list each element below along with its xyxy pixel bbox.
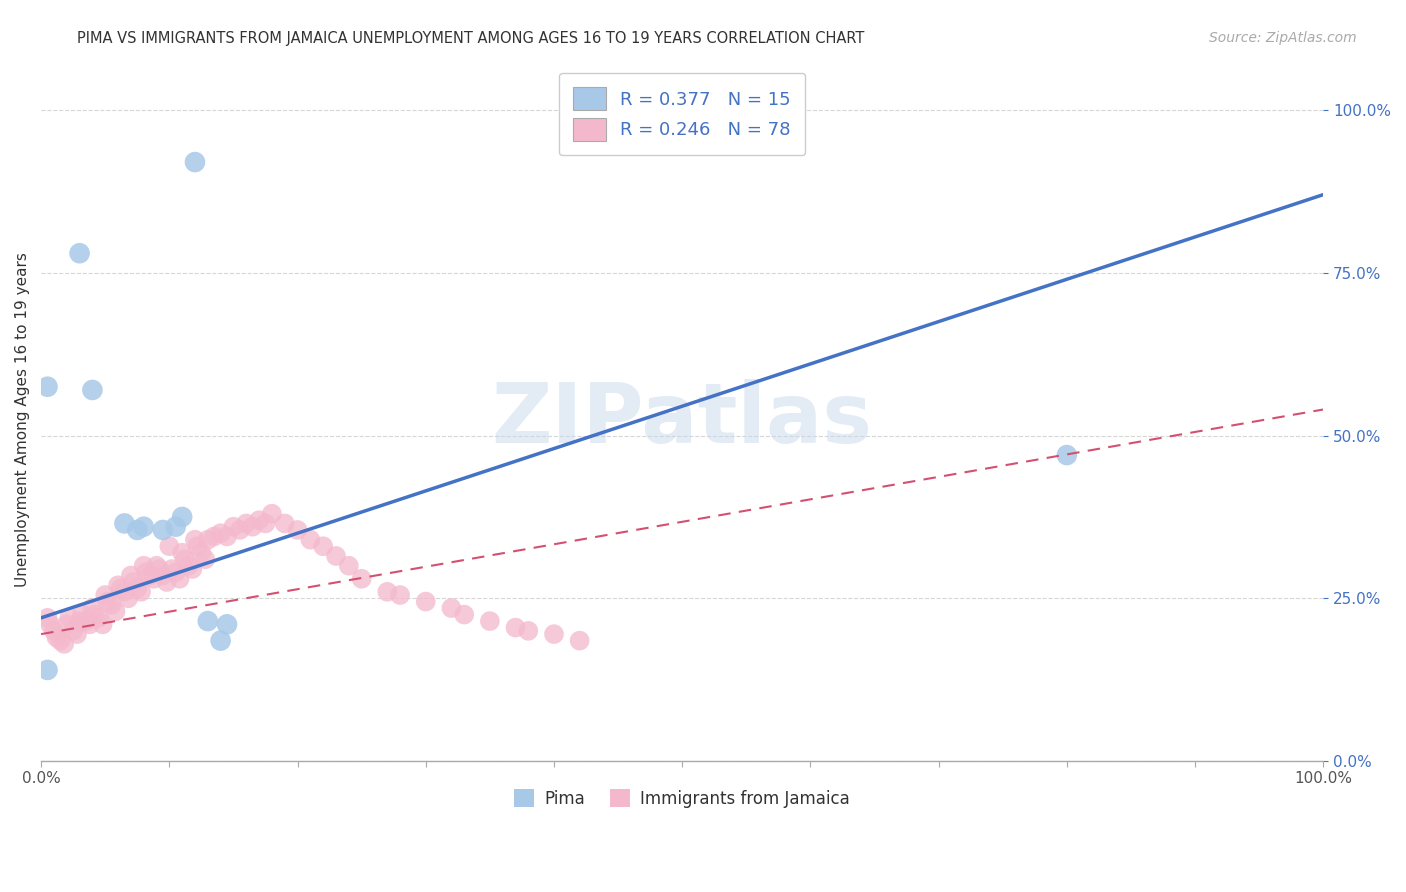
Point <box>39 617 62 632</box>
Point <box>215 529 238 543</box>
Point <box>325 549 347 563</box>
Point <box>173 552 195 566</box>
Point <box>42 624 65 638</box>
Point <box>568 633 591 648</box>
Point <box>186 539 208 553</box>
Legend: Pima, Immigrants from Jamaica: Pima, Immigrants from Jamaica <box>508 783 856 814</box>
Point <box>142 572 165 586</box>
Text: Source: ZipAtlas.com: Source: ZipAtlas.com <box>1209 31 1357 45</box>
Point <box>177 558 200 573</box>
Point <box>197 614 219 628</box>
Point <box>453 607 475 622</box>
Point <box>97 594 120 608</box>
Point <box>114 516 136 531</box>
Point <box>415 594 437 608</box>
Point <box>69 246 91 260</box>
Point <box>202 529 225 543</box>
Point <box>132 519 155 533</box>
Point <box>66 627 89 641</box>
Point <box>62 624 84 638</box>
Point <box>312 539 335 553</box>
Point <box>152 568 174 582</box>
Point <box>79 617 101 632</box>
Point <box>165 566 187 580</box>
Point <box>120 568 142 582</box>
Point <box>440 601 463 615</box>
Point <box>543 627 565 641</box>
Point <box>350 572 373 586</box>
Point <box>184 533 207 547</box>
Y-axis label: Unemployment Among Ages 16 to 19 years: Unemployment Among Ages 16 to 19 years <box>15 252 30 587</box>
Point <box>45 631 67 645</box>
Point <box>254 516 277 531</box>
Point <box>104 604 127 618</box>
Point <box>209 633 232 648</box>
Point <box>117 591 139 606</box>
Point <box>194 552 217 566</box>
Point <box>190 546 212 560</box>
Point <box>82 383 104 397</box>
Point <box>235 516 257 531</box>
Point <box>169 572 191 586</box>
Point <box>132 558 155 573</box>
Point <box>70 607 93 622</box>
Point <box>299 533 322 547</box>
Point <box>184 155 207 169</box>
Point <box>375 584 398 599</box>
Point <box>337 558 360 573</box>
Point <box>87 611 110 625</box>
Point <box>110 582 132 596</box>
Point <box>135 566 157 580</box>
Point <box>53 637 76 651</box>
Point <box>287 523 309 537</box>
Point <box>94 588 117 602</box>
Point <box>160 562 183 576</box>
Point <box>260 507 283 521</box>
Point <box>122 574 145 589</box>
Point <box>181 562 204 576</box>
Point <box>517 624 540 638</box>
Point <box>389 588 412 602</box>
Point <box>91 617 114 632</box>
Point <box>75 614 97 628</box>
Text: ZIPatlas: ZIPatlas <box>492 379 873 459</box>
Point <box>127 523 149 537</box>
Point <box>84 607 107 622</box>
Point <box>148 562 170 576</box>
Point <box>215 617 238 632</box>
Point <box>37 663 59 677</box>
Point <box>49 633 72 648</box>
Point <box>114 584 136 599</box>
Point <box>229 523 252 537</box>
Point <box>242 519 264 533</box>
Point <box>129 584 152 599</box>
Point <box>100 598 122 612</box>
Point <box>247 513 270 527</box>
Point <box>58 611 80 625</box>
Point <box>274 516 297 531</box>
Point <box>69 614 91 628</box>
Point <box>222 519 245 533</box>
Point <box>107 578 129 592</box>
Point <box>165 519 187 533</box>
Point <box>172 510 194 524</box>
Text: PIMA VS IMMIGRANTS FROM JAMAICA UNEMPLOYMENT AMONG AGES 16 TO 19 YEARS CORRELATI: PIMA VS IMMIGRANTS FROM JAMAICA UNEMPLOY… <box>77 31 865 46</box>
Point <box>172 546 194 560</box>
Point <box>157 539 180 553</box>
Point <box>145 558 167 573</box>
Point <box>505 621 527 635</box>
Point <box>37 380 59 394</box>
Point <box>127 582 149 596</box>
Point <box>82 601 104 615</box>
Point <box>156 574 179 589</box>
Point <box>139 568 162 582</box>
Point <box>1056 448 1078 462</box>
Point <box>209 526 232 541</box>
Point <box>478 614 501 628</box>
Point <box>55 617 77 632</box>
Point <box>197 533 219 547</box>
Point <box>37 611 59 625</box>
Point <box>152 523 174 537</box>
